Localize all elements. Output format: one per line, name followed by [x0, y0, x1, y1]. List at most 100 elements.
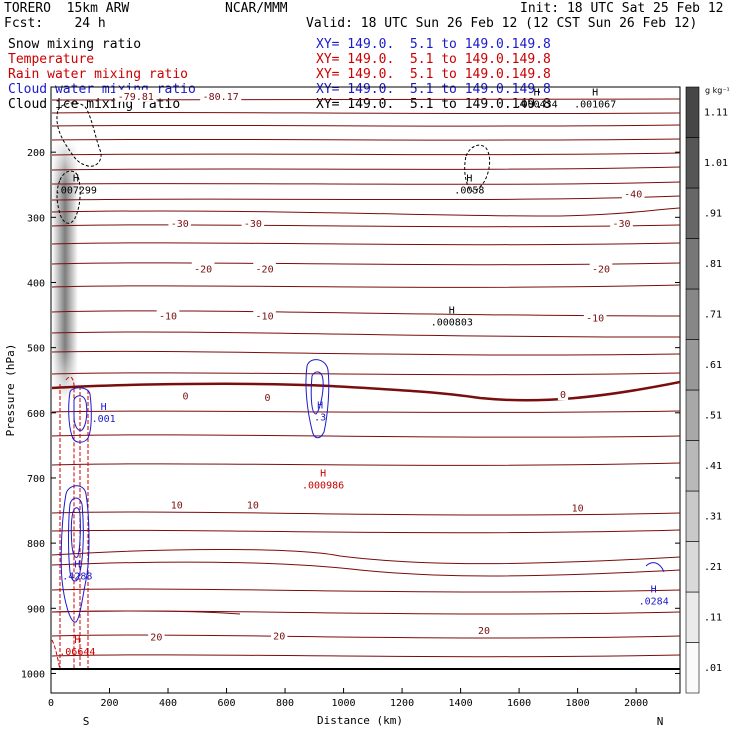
x-tick-label: 0	[48, 698, 54, 709]
x-tick-label: 1600	[507, 698, 531, 709]
isotherm-label: -10	[159, 311, 177, 322]
rain-contour	[65, 376, 75, 668]
isotherm	[51, 138, 680, 141]
maximum-value: .001067	[574, 100, 616, 111]
field-xy: XY= 149.0. 5.1 to 149.0.149.8	[316, 67, 551, 82]
field-xy: XY= 149.0. 5.1 to 149.0.149.8	[316, 52, 551, 67]
isotherm-label-bg	[621, 187, 645, 200]
plot-frame	[50, 86, 681, 694]
x-tick-label: 800	[276, 698, 294, 709]
isotherm	[51, 372, 680, 376]
maximum-marker: H	[73, 174, 79, 185]
maximum-marker: H	[449, 305, 455, 316]
isotherm	[51, 548, 680, 565]
colorbar-segment	[685, 642, 700, 694]
valid-time: Valid: 18 UTC Sun 26 Feb 12 (12 CST Sun …	[306, 16, 698, 31]
isotherm	[51, 242, 680, 246]
colorbar-segment	[685, 389, 700, 441]
colorbar-label: .81	[704, 259, 722, 270]
colorbar-label: .71	[704, 309, 722, 320]
y-tick-label: 200	[27, 148, 45, 159]
maximum-value: .0058	[454, 186, 484, 197]
isotherm-label: 0	[264, 393, 270, 404]
isotherm-label: -30	[171, 219, 189, 230]
isotherm	[51, 462, 680, 466]
isotherm-label-bg	[557, 388, 569, 401]
isotherm-label-bg	[475, 624, 493, 637]
colorbar-unit: g kg⁻¹	[705, 86, 730, 95]
y-tick-label: 600	[27, 409, 45, 420]
colorbar-segment	[685, 490, 700, 542]
maximum-marker: H	[466, 174, 472, 185]
snow-contour	[56, 170, 81, 224]
maximum-value: .000434	[516, 100, 558, 111]
isotherm-label-bg	[569, 501, 586, 514]
isotherm	[51, 207, 680, 217]
y-tick-label: 400	[27, 278, 45, 289]
snow-contour	[56, 102, 102, 167]
isotherm	[51, 654, 680, 658]
left-endpoint-label: S	[83, 715, 90, 728]
isotherm-label: 20	[273, 631, 285, 642]
maximum-marker: H	[101, 402, 107, 413]
cloud-water-contour	[60, 485, 90, 623]
field-name: Snow mixing ratio	[8, 37, 142, 52]
field-name: Cloud water mixing ratio	[8, 82, 196, 97]
maximum-value: .007299	[55, 186, 97, 197]
isotherm	[51, 434, 680, 438]
maximum-value: .000986	[302, 480, 344, 491]
center-title: NCAR/MMM	[225, 1, 288, 16]
isotherm-label-bg	[253, 309, 276, 322]
isotherm-label-bg	[168, 498, 185, 511]
maximum-marker: H	[534, 88, 540, 99]
init-time: Init: 18 UTC Sat 25 Feb 12	[520, 1, 724, 16]
isotherm-label-bg	[156, 309, 180, 322]
isotherm	[51, 511, 680, 516]
isotherm	[51, 166, 680, 171]
maximum-value: .3	[314, 413, 326, 424]
isotherm	[51, 181, 680, 185]
isotherm	[51, 561, 680, 577]
isotherm	[51, 529, 680, 534]
colorbar-label: .21	[704, 562, 722, 573]
isotherm-label-bg	[262, 390, 273, 403]
isotherm-label: -10	[256, 311, 274, 322]
isotherm-label-bg	[241, 216, 265, 229]
isotherm	[51, 610, 241, 615]
colorbar-segment	[685, 86, 700, 138]
cloud-water-contour	[68, 497, 84, 582]
y-tick-label: 900	[27, 604, 45, 615]
isotherm	[51, 262, 680, 266]
isotherm	[51, 224, 680, 228]
isotherm-label: 0	[560, 390, 566, 401]
maximum-value: .000803	[431, 317, 473, 328]
field-xy: XY= 149.0. 5.1 to 149.0.149.8	[316, 97, 551, 112]
colorbar-segment	[685, 591, 700, 643]
isotherm	[51, 588, 680, 593]
isotherm	[51, 195, 680, 201]
field-name: Temperature	[8, 52, 95, 67]
colorbar-segment	[685, 187, 700, 239]
rain-contour	[51, 639, 61, 671]
isotherm-label: -79.81	[118, 92, 154, 103]
isotherm	[51, 634, 680, 639]
isotherm-label-bg	[200, 89, 242, 102]
maximum-value: .4288	[62, 571, 92, 582]
isotherm-label-bg	[148, 630, 165, 643]
colorbar-segment	[685, 238, 700, 290]
colorbar-label: .51	[704, 410, 722, 421]
colorbar-segment	[685, 137, 700, 189]
maximum-marker: H	[74, 635, 80, 646]
isotherm-label-bg	[191, 262, 215, 275]
colorbar-label: .61	[704, 360, 722, 371]
maximum-marker: H	[651, 584, 657, 595]
isotherm-label-bg	[610, 216, 633, 229]
maximum-marker: H	[74, 559, 80, 570]
isotherm-label: -20	[592, 264, 610, 275]
field-name: Cloud ice mixing ratio	[8, 97, 181, 112]
colorbar-label: .41	[704, 461, 722, 472]
colorbar-segment	[685, 288, 700, 340]
colorbar-label: .11	[704, 612, 722, 623]
isotherm	[51, 111, 680, 115]
field-name: Rain water mixing ratio	[8, 67, 189, 82]
